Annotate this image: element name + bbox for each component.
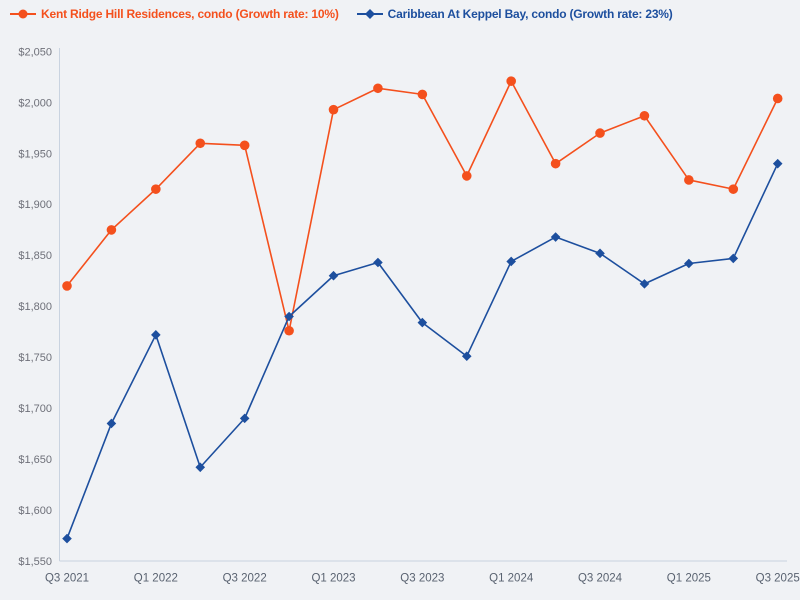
x-tick-label: Q3 2021	[45, 573, 89, 585]
line-circle-marker-icon	[10, 9, 36, 19]
data-point-caribbean-at-keppel-bay-condo	[195, 462, 206, 473]
data-point-caribbean-at-keppel-bay-condo	[550, 232, 561, 242]
data-point-caribbean-at-keppel-bay-condo	[328, 270, 339, 281]
data-point-caribbean-at-keppel-bay-condo	[595, 248, 605, 259]
data-point-caribbean-at-keppel-bay-condo	[506, 256, 516, 267]
y-tick-label: $2,050	[18, 46, 52, 58]
y-tick-label: $1,850	[18, 250, 52, 262]
y-tick-label: $1,800	[18, 301, 52, 313]
y-tick-label: $1,650	[18, 454, 52, 466]
x-tick-label: Q1 2023	[311, 573, 355, 585]
line-diamond-marker-icon	[356, 9, 383, 19]
data-point-caribbean-at-keppel-bay-condo	[62, 533, 72, 544]
y-tick-label: $1,900	[18, 199, 52, 211]
data-point-caribbean-at-keppel-bay-condo	[684, 258, 694, 269]
data-point-caribbean-at-keppel-bay-condo	[417, 317, 428, 328]
data-point-caribbean-at-keppel-bay-condo	[151, 330, 161, 340]
x-tick-label: Q3 2025	[756, 573, 800, 585]
y-tick-label: $1,600	[18, 505, 52, 517]
data-point-kent-ridge-hill-residences-condo	[461, 171, 472, 181]
y-tick-label: $1,700	[18, 403, 52, 415]
data-point-kent-ridge-hill-residences-condo	[417, 89, 428, 100]
legend-item-kent-ridge-hill[interactable]: Kent Ridge Hill Residences, condo (Growt…	[10, 7, 339, 21]
data-point-kent-ridge-hill-residences-condo	[195, 138, 206, 149]
data-point-kent-ridge-hill-residences-condo	[639, 110, 650, 121]
data-point-caribbean-at-keppel-bay-condo	[106, 418, 117, 429]
data-point-kent-ridge-hill-residences-condo	[328, 104, 339, 115]
data-point-caribbean-at-keppel-bay-condo	[461, 351, 472, 362]
legend-label-caribbean-keppel-bay: Caribbean At Keppel Bay, condo (Growth r…	[387, 7, 673, 21]
data-point-kent-ridge-hill-residences-condo	[151, 184, 161, 194]
data-point-kent-ridge-hill-residences-condo	[506, 76, 516, 86]
x-tick-label: Q3 2023	[400, 573, 444, 585]
data-point-caribbean-at-keppel-bay-condo	[373, 257, 383, 268]
data-point-kent-ridge-hill-residences-condo	[684, 175, 694, 185]
data-point-caribbean-at-keppel-bay-condo	[728, 253, 739, 264]
y-tick-label: $1,750	[18, 352, 52, 364]
data-point-kent-ridge-hill-residences-condo	[106, 225, 117, 235]
series-line-kent-ridge-hill-residences-condo	[66, 80, 779, 332]
data-point-kent-ridge-hill-residences-condo	[772, 93, 783, 104]
x-tick-label: Q3 2022	[223, 573, 267, 585]
data-point-kent-ridge-hill-residences-condo	[284, 325, 294, 336]
data-point-kent-ridge-hill-residences-condo	[595, 128, 605, 138]
x-tick-label: Q1 2024	[489, 573, 534, 585]
data-point-kent-ridge-hill-residences-condo	[373, 83, 383, 94]
y-tick-label: $1,550	[18, 556, 52, 568]
data-point-caribbean-at-keppel-bay-condo	[772, 158, 783, 169]
data-point-kent-ridge-hill-residences-condo	[239, 140, 250, 151]
data-point-kent-ridge-hill-residences-condo	[550, 158, 561, 169]
data-point-kent-ridge-hill-residences-condo	[728, 184, 739, 194]
series-line-caribbean-at-keppel-bay-condo	[66, 163, 779, 539]
x-tick-label: Q3 2024	[578, 573, 623, 585]
chart-legend: Kent Ridge Hill Residences, condo (Growt…	[10, 7, 673, 21]
y-tick-label: $1,950	[18, 148, 52, 160]
data-point-caribbean-at-keppel-bay-condo	[639, 279, 650, 289]
y-tick-label: $2,000	[18, 97, 52, 109]
data-point-kent-ridge-hill-residences-condo	[62, 281, 72, 291]
legend-item-caribbean-keppel-bay[interactable]: Caribbean At Keppel Bay, condo (Growth r…	[356, 7, 673, 21]
x-tick-label: Q1 2022	[134, 573, 178, 585]
legend-label-kent-ridge-hill: Kent Ridge Hill Residences, condo (Growt…	[41, 7, 339, 21]
data-point-caribbean-at-keppel-bay-condo	[239, 413, 250, 424]
data-point-caribbean-at-keppel-bay-condo	[284, 311, 294, 322]
x-tick-label: Q1 2025	[667, 573, 711, 585]
